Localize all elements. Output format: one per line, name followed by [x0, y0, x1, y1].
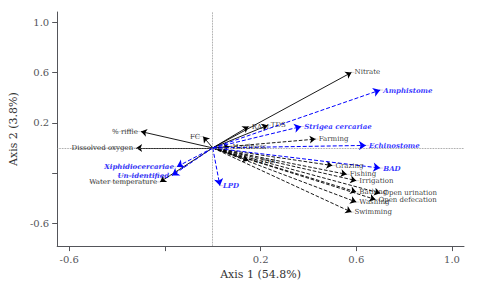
svg-text:LPD: LPD [222, 181, 240, 190]
svg-text:Strigea cercariae: Strigea cercariae [304, 122, 372, 131]
svg-text:-0.6: -0.6 [59, 254, 78, 265]
svg-text:Amphistome: Amphistome [382, 86, 433, 95]
svg-text:1.0: 1.0 [33, 17, 49, 28]
svg-text:Washing: Washing [359, 198, 390, 206]
svg-text:RAM: RAM [252, 123, 270, 131]
svg-text:% Pool: % Pool [252, 157, 277, 165]
svg-text:Hardness: Hardness [232, 143, 266, 151]
svg-text:Echinostome: Echinostome [368, 141, 420, 150]
svg-text:Bathing: Bathing [359, 188, 388, 196]
svg-text:Irrigation: Irrigation [359, 177, 394, 185]
svg-text:Nitrate: Nitrate [355, 68, 381, 76]
svg-text:Open defecation: Open defecation [378, 195, 437, 204]
svg-text:0.6: 0.6 [33, 67, 49, 78]
svg-text:1.0: 1.0 [444, 254, 460, 265]
svg-text:% riffle: % riffle [112, 128, 138, 136]
svg-text:Un-identified: Un-identified [118, 171, 170, 180]
svg-text:Water temperature: Water temperature [89, 177, 158, 186]
svg-text:Open urination: Open urination [383, 189, 437, 198]
svg-text:Dissolved oxygen: Dissolved oxygen [72, 144, 134, 152]
svg-text:Grazing: Grazing [335, 162, 364, 170]
svg-text:Axis 1 (54.8%): Axis 1 (54.8%) [219, 268, 301, 281]
svg-text:-0.6: -0.6 [30, 218, 49, 229]
svg-text:0.2: 0.2 [33, 117, 49, 128]
svg-text:0.2: 0.2 [253, 254, 269, 265]
svg-text:BAD: BAD [382, 164, 401, 173]
svg-text:0.6: 0.6 [348, 254, 364, 265]
svg-text:Axis 2 (3.8%): Axis 2 (3.8%) [7, 92, 20, 167]
svg-text:Xiphidiocercariae: Xiphidiocercariae [103, 162, 174, 171]
svg-text:FC: FC [190, 133, 200, 141]
svg-text:Fishing: Fishing [349, 170, 377, 179]
svg-text:Swimming: Swimming [355, 208, 393, 216]
svg-text:Farming: Farming [319, 135, 349, 143]
svg-text:TDS: TDS [271, 121, 286, 129]
